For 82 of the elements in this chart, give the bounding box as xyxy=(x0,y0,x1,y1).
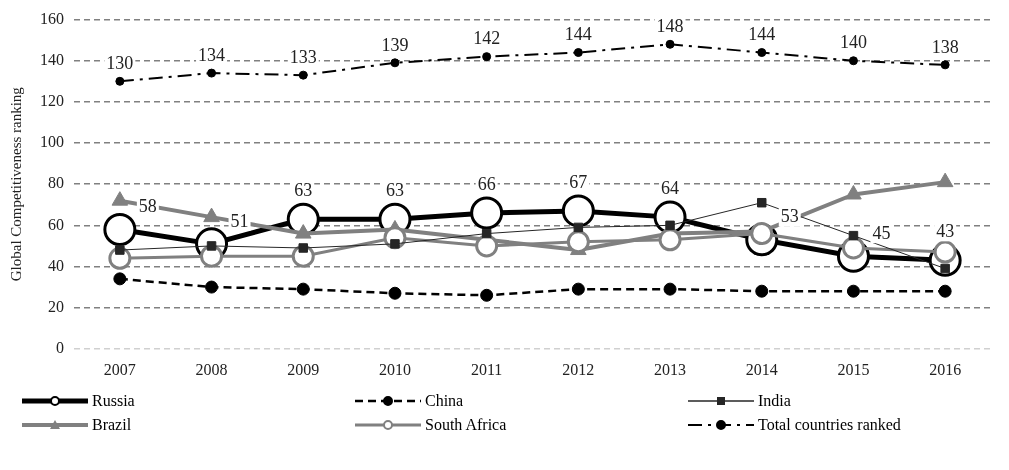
data-label: 134 xyxy=(198,44,226,65)
data-label: 45 xyxy=(872,222,891,243)
data-label: 66 xyxy=(477,173,496,194)
y-tick-label: 60 xyxy=(48,215,64,233)
point xyxy=(475,234,499,258)
point xyxy=(115,76,125,86)
x-tick-label: 2009 xyxy=(287,360,320,378)
y-tick-label: 40 xyxy=(48,256,64,274)
data-label: 144 xyxy=(564,24,592,45)
point xyxy=(940,263,950,274)
legend-label: South Africa xyxy=(425,416,507,434)
x-tick-label: 2016 xyxy=(929,360,962,378)
legend-label: Russia xyxy=(92,392,135,410)
y-tick-label: 0 xyxy=(56,339,64,356)
x-tick-label: 2015 xyxy=(837,360,870,378)
point xyxy=(298,70,308,80)
point xyxy=(848,56,858,66)
point xyxy=(940,60,950,70)
data-label: 144 xyxy=(748,24,776,45)
data-label: 63 xyxy=(385,179,404,200)
point xyxy=(113,272,127,286)
data-label: 142 xyxy=(473,28,501,49)
point xyxy=(663,282,677,296)
point xyxy=(561,194,595,228)
point xyxy=(480,288,494,302)
data-label: 63 xyxy=(294,179,313,200)
y-tick-label: 120 xyxy=(40,92,64,110)
data-label: 58 xyxy=(138,196,157,217)
y-tick-label: 20 xyxy=(48,297,64,315)
data-label: 138 xyxy=(931,36,959,57)
legend-label: India xyxy=(758,392,791,410)
x-tick-label: 2007 xyxy=(103,360,136,378)
point xyxy=(665,220,675,231)
y-tick-label: 80 xyxy=(48,174,64,192)
legend-label: Brazil xyxy=(92,416,132,434)
point xyxy=(573,48,583,58)
point xyxy=(665,39,675,49)
data-label: 64 xyxy=(661,177,680,198)
point xyxy=(388,286,402,300)
point xyxy=(848,230,859,241)
point xyxy=(390,58,400,68)
point xyxy=(482,52,492,62)
point xyxy=(757,197,767,208)
y-tick-label: 160 xyxy=(40,9,64,27)
point xyxy=(573,222,584,233)
data-label: 43 xyxy=(936,221,955,242)
data-label: 139 xyxy=(381,34,409,55)
point xyxy=(115,245,125,255)
point xyxy=(205,280,219,294)
x-tick-label: 2012 xyxy=(562,360,595,378)
data-label: 148 xyxy=(656,16,684,37)
point xyxy=(294,224,312,239)
point xyxy=(481,228,492,239)
point xyxy=(103,212,137,246)
point xyxy=(846,284,860,298)
point xyxy=(390,239,400,249)
data-label: 67 xyxy=(569,171,588,192)
y-axis-title: Global Competitiveness ranking xyxy=(7,86,24,282)
point xyxy=(658,228,682,252)
x-tick-label: 2010 xyxy=(378,360,411,378)
data-label: 51 xyxy=(230,210,249,231)
x-tick-label: 2014 xyxy=(745,360,778,378)
x-tick-label: 2008 xyxy=(195,360,228,378)
point xyxy=(296,282,310,296)
data-label: 140 xyxy=(839,32,867,53)
y-tick-label: 100 xyxy=(40,133,64,151)
point xyxy=(298,243,308,253)
point xyxy=(207,68,217,78)
y-tick-label: 140 xyxy=(40,50,64,68)
x-tick-label: 2013 xyxy=(654,360,687,378)
legend-label: Total countries ranked xyxy=(758,416,901,434)
data-label: 133 xyxy=(289,46,317,67)
point xyxy=(571,282,585,296)
legend-label: China xyxy=(425,392,464,410)
data-label: 130 xyxy=(106,53,134,74)
point xyxy=(938,284,952,298)
x-tick-label: 2011 xyxy=(470,360,503,378)
point xyxy=(470,196,504,230)
point xyxy=(757,48,767,58)
point xyxy=(566,230,590,254)
point xyxy=(755,284,769,298)
data-label: 53 xyxy=(780,206,799,227)
